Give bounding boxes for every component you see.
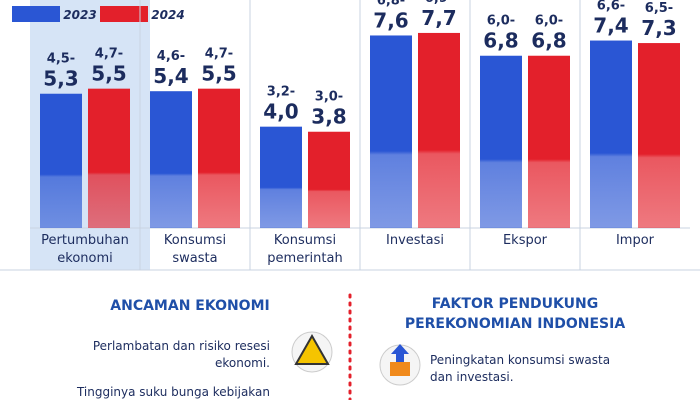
category-label: Pertumbuhan ekonomi xyxy=(41,233,129,266)
support-item: Peningkatan konsumsi swasta dan investas… xyxy=(430,353,611,384)
warning-icon xyxy=(294,333,330,365)
category-label: Konsumsi swasta xyxy=(163,233,227,266)
value-label: 3,8 xyxy=(311,105,346,129)
bar xyxy=(638,43,680,228)
range-label: 4,6- xyxy=(157,49,185,64)
bar xyxy=(40,93,82,228)
range-label: 6,0- xyxy=(487,14,515,29)
support-icon xyxy=(390,362,410,376)
range-label: 6,9- xyxy=(425,0,453,6)
range-label: 4,7- xyxy=(95,47,123,62)
value-label: 7,7 xyxy=(421,6,456,30)
bar xyxy=(370,35,412,228)
value-label: 7,3 xyxy=(641,16,676,40)
threats-title: ANCAMAN EKONOMI xyxy=(110,298,270,314)
value-label: 5,5 xyxy=(91,62,126,86)
value-label: 5,4 xyxy=(153,64,188,88)
legend-swatch xyxy=(12,6,60,22)
value-label: 5,5 xyxy=(201,62,236,86)
bar xyxy=(88,88,130,229)
range-label: 3,0- xyxy=(315,90,343,105)
legend-label: 2023 xyxy=(63,8,96,22)
legend-label: 2024 xyxy=(151,8,184,22)
threat-item: Perlambatan dan risiko resesi ekonomi. xyxy=(92,339,270,370)
threat-item: Tingginya suku bunga kebijakan xyxy=(76,385,270,399)
bar xyxy=(528,55,570,228)
bar xyxy=(198,88,240,229)
value-label: 5,3 xyxy=(43,67,78,91)
range-label: 4,5- xyxy=(47,52,75,67)
bar xyxy=(150,91,192,228)
value-label: 4,0 xyxy=(263,100,298,124)
value-label: 6,8 xyxy=(531,29,566,53)
category-label: Konsumsi pemerintah xyxy=(267,233,343,266)
bar xyxy=(308,131,350,228)
bar xyxy=(418,32,460,228)
range-label: 6,0- xyxy=(535,14,563,29)
range-label: 6,6- xyxy=(597,0,625,14)
category-label: Investasi xyxy=(386,233,444,248)
bar xyxy=(590,40,632,229)
value-label: 7,4 xyxy=(593,14,628,38)
bar xyxy=(480,55,522,228)
category-label: Impor xyxy=(615,233,655,248)
category-label: Ekspor xyxy=(502,233,548,248)
range-label: 4,7- xyxy=(205,47,233,62)
value-label: 6,8 xyxy=(483,29,518,53)
bar xyxy=(260,126,302,228)
supports-title: FAKTOR PENDUKUNG PEREKONOMIAN INDONESIA xyxy=(404,296,626,332)
support-icon xyxy=(391,344,409,362)
legend-swatch xyxy=(100,6,148,22)
range-label: 3,2- xyxy=(267,85,295,100)
range-label: 6,8- xyxy=(377,0,405,8)
range-label: 6,5- xyxy=(645,1,673,16)
value-label: 7,6 xyxy=(373,8,408,32)
